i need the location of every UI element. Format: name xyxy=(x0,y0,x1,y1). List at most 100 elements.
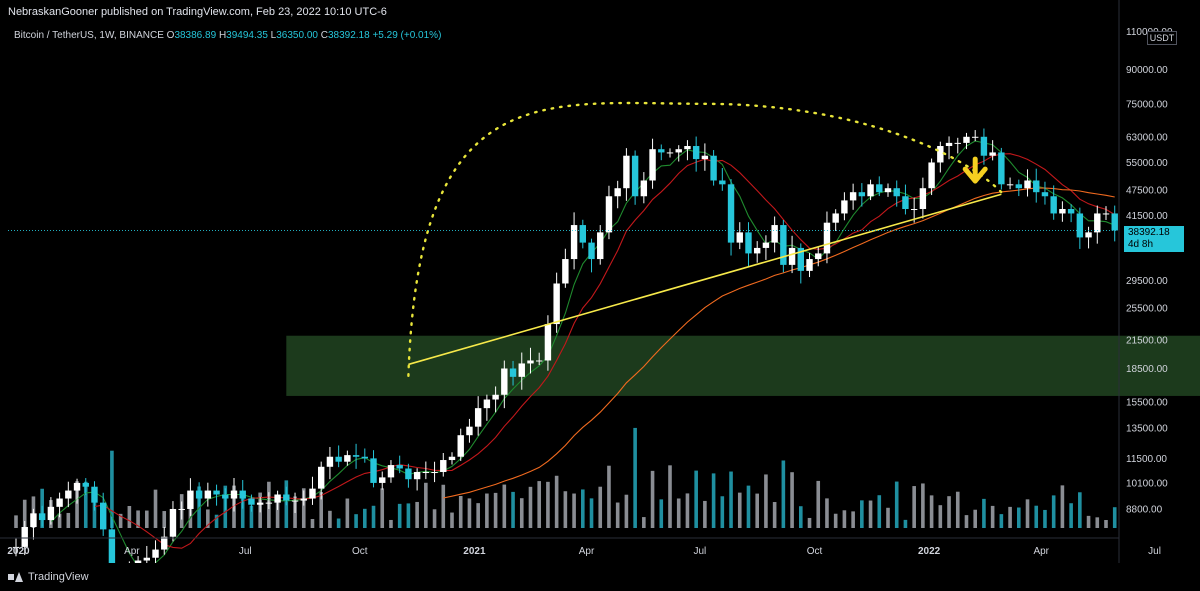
candle-body xyxy=(370,458,377,483)
volume-bar xyxy=(703,500,707,528)
candle-body xyxy=(666,152,674,154)
price-axis[interactable]: 110000.0090000.0075000.0063000.0055000.0… xyxy=(1118,0,1173,563)
volume-bar xyxy=(929,495,934,528)
ma-mid-line xyxy=(94,153,1115,549)
high-label: H xyxy=(218,30,227,41)
price-tick-label: 63000.00 xyxy=(1126,132,1168,143)
candle-body xyxy=(849,192,857,201)
candle-body xyxy=(954,142,961,144)
last-price: 38392.18 xyxy=(1128,227,1170,238)
volume-bar xyxy=(1025,499,1030,528)
volume-bar xyxy=(737,492,742,528)
volume-bar xyxy=(345,498,350,528)
moving-averages xyxy=(50,140,1115,575)
volume-bar xyxy=(127,505,132,528)
candle-body xyxy=(1033,180,1040,193)
volume-bar xyxy=(1086,515,1091,528)
currency-badge[interactable]: USDT xyxy=(1147,31,1177,45)
candle-body xyxy=(972,136,979,138)
candle-body xyxy=(579,225,586,243)
candle-body xyxy=(12,546,20,548)
candle-body xyxy=(692,146,700,160)
volume-bar xyxy=(1078,492,1082,528)
volume-bar xyxy=(206,509,210,528)
volume-bar xyxy=(860,500,864,528)
candle-body xyxy=(710,155,717,181)
candle-body xyxy=(614,188,621,197)
candle-body xyxy=(1050,196,1057,214)
publisher-line: NebraskanGooner published on TradingView… xyxy=(8,6,387,18)
candle-body xyxy=(928,162,935,189)
volume-bar xyxy=(145,510,149,528)
volume-bar xyxy=(589,498,594,528)
candle-body xyxy=(1041,192,1049,197)
volume-bar xyxy=(668,465,672,528)
volume-bar xyxy=(1112,507,1117,528)
volume-bar xyxy=(964,515,969,528)
high-value: 39494.35 xyxy=(226,30,268,41)
price-tick-label: 11500.00 xyxy=(1126,454,1167,465)
candle-body xyxy=(30,513,37,527)
candle-body xyxy=(326,456,334,467)
countdown: 4d 8h xyxy=(1128,239,1154,250)
candle-body xyxy=(980,136,988,156)
volume-bar xyxy=(301,488,306,528)
candle-body xyxy=(82,482,89,487)
candle-body xyxy=(335,456,342,462)
volume-bar xyxy=(153,489,158,528)
volume-bar xyxy=(319,492,323,528)
candle-body xyxy=(178,508,185,510)
volume-bar xyxy=(1069,503,1073,528)
price-tick-label: 25500.00 xyxy=(1126,303,1168,314)
volume-bar xyxy=(720,496,725,528)
candle-body xyxy=(797,247,804,271)
price-tick-label: 13500.00 xyxy=(1126,424,1168,435)
volume-bar xyxy=(938,505,943,528)
low-label: L xyxy=(270,30,277,41)
volume-bar xyxy=(807,517,812,528)
volume-bar xyxy=(197,486,201,528)
candle-body xyxy=(379,477,386,483)
time-tick-label: Jul xyxy=(1148,546,1161,557)
volume-bar xyxy=(240,497,245,528)
volume-bar xyxy=(764,474,768,528)
candle-body xyxy=(1006,184,1014,186)
time-axis[interactable]: 2020AprJulOct2021AprJulOct2022AprJulOct xyxy=(0,537,1200,557)
candle-body xyxy=(91,486,98,503)
candle-body xyxy=(893,188,900,197)
candle-body xyxy=(213,490,220,495)
time-tick-label: Oct xyxy=(807,546,823,557)
candle-body xyxy=(440,460,447,473)
open-label: O xyxy=(166,30,175,41)
candle-body xyxy=(230,490,238,499)
volume-bar xyxy=(83,481,88,528)
candle-body xyxy=(719,180,726,185)
volume-bar xyxy=(441,484,446,528)
candle-body xyxy=(161,536,168,550)
candle-body xyxy=(501,368,508,395)
volume-bar xyxy=(973,509,977,528)
candle-body xyxy=(998,152,1005,185)
candle-body xyxy=(466,426,473,436)
volume-bar xyxy=(424,482,428,528)
close-value: 38392.18 xyxy=(327,30,370,41)
symbol-name[interactable]: Bitcoin / TetherUS, 1W, BINANCE xyxy=(14,30,164,41)
footer-bar xyxy=(0,563,1200,591)
time-tick-label: Jul xyxy=(239,546,252,557)
volume-bar xyxy=(982,498,986,528)
volume-bar xyxy=(633,427,637,528)
tradingview-logo[interactable]: TradingView xyxy=(8,571,89,583)
candle-body xyxy=(169,508,177,537)
volume-bar xyxy=(162,511,167,528)
volume-bar xyxy=(685,493,690,528)
candle-body xyxy=(780,225,787,265)
volume-bar xyxy=(1008,506,1012,528)
volume-bar xyxy=(432,509,437,528)
volume-bar xyxy=(22,499,27,528)
volume-bar xyxy=(650,470,655,528)
candle-body xyxy=(631,155,639,197)
volume-bar xyxy=(790,472,794,528)
candle-body xyxy=(910,209,918,211)
candle-body xyxy=(605,196,613,233)
